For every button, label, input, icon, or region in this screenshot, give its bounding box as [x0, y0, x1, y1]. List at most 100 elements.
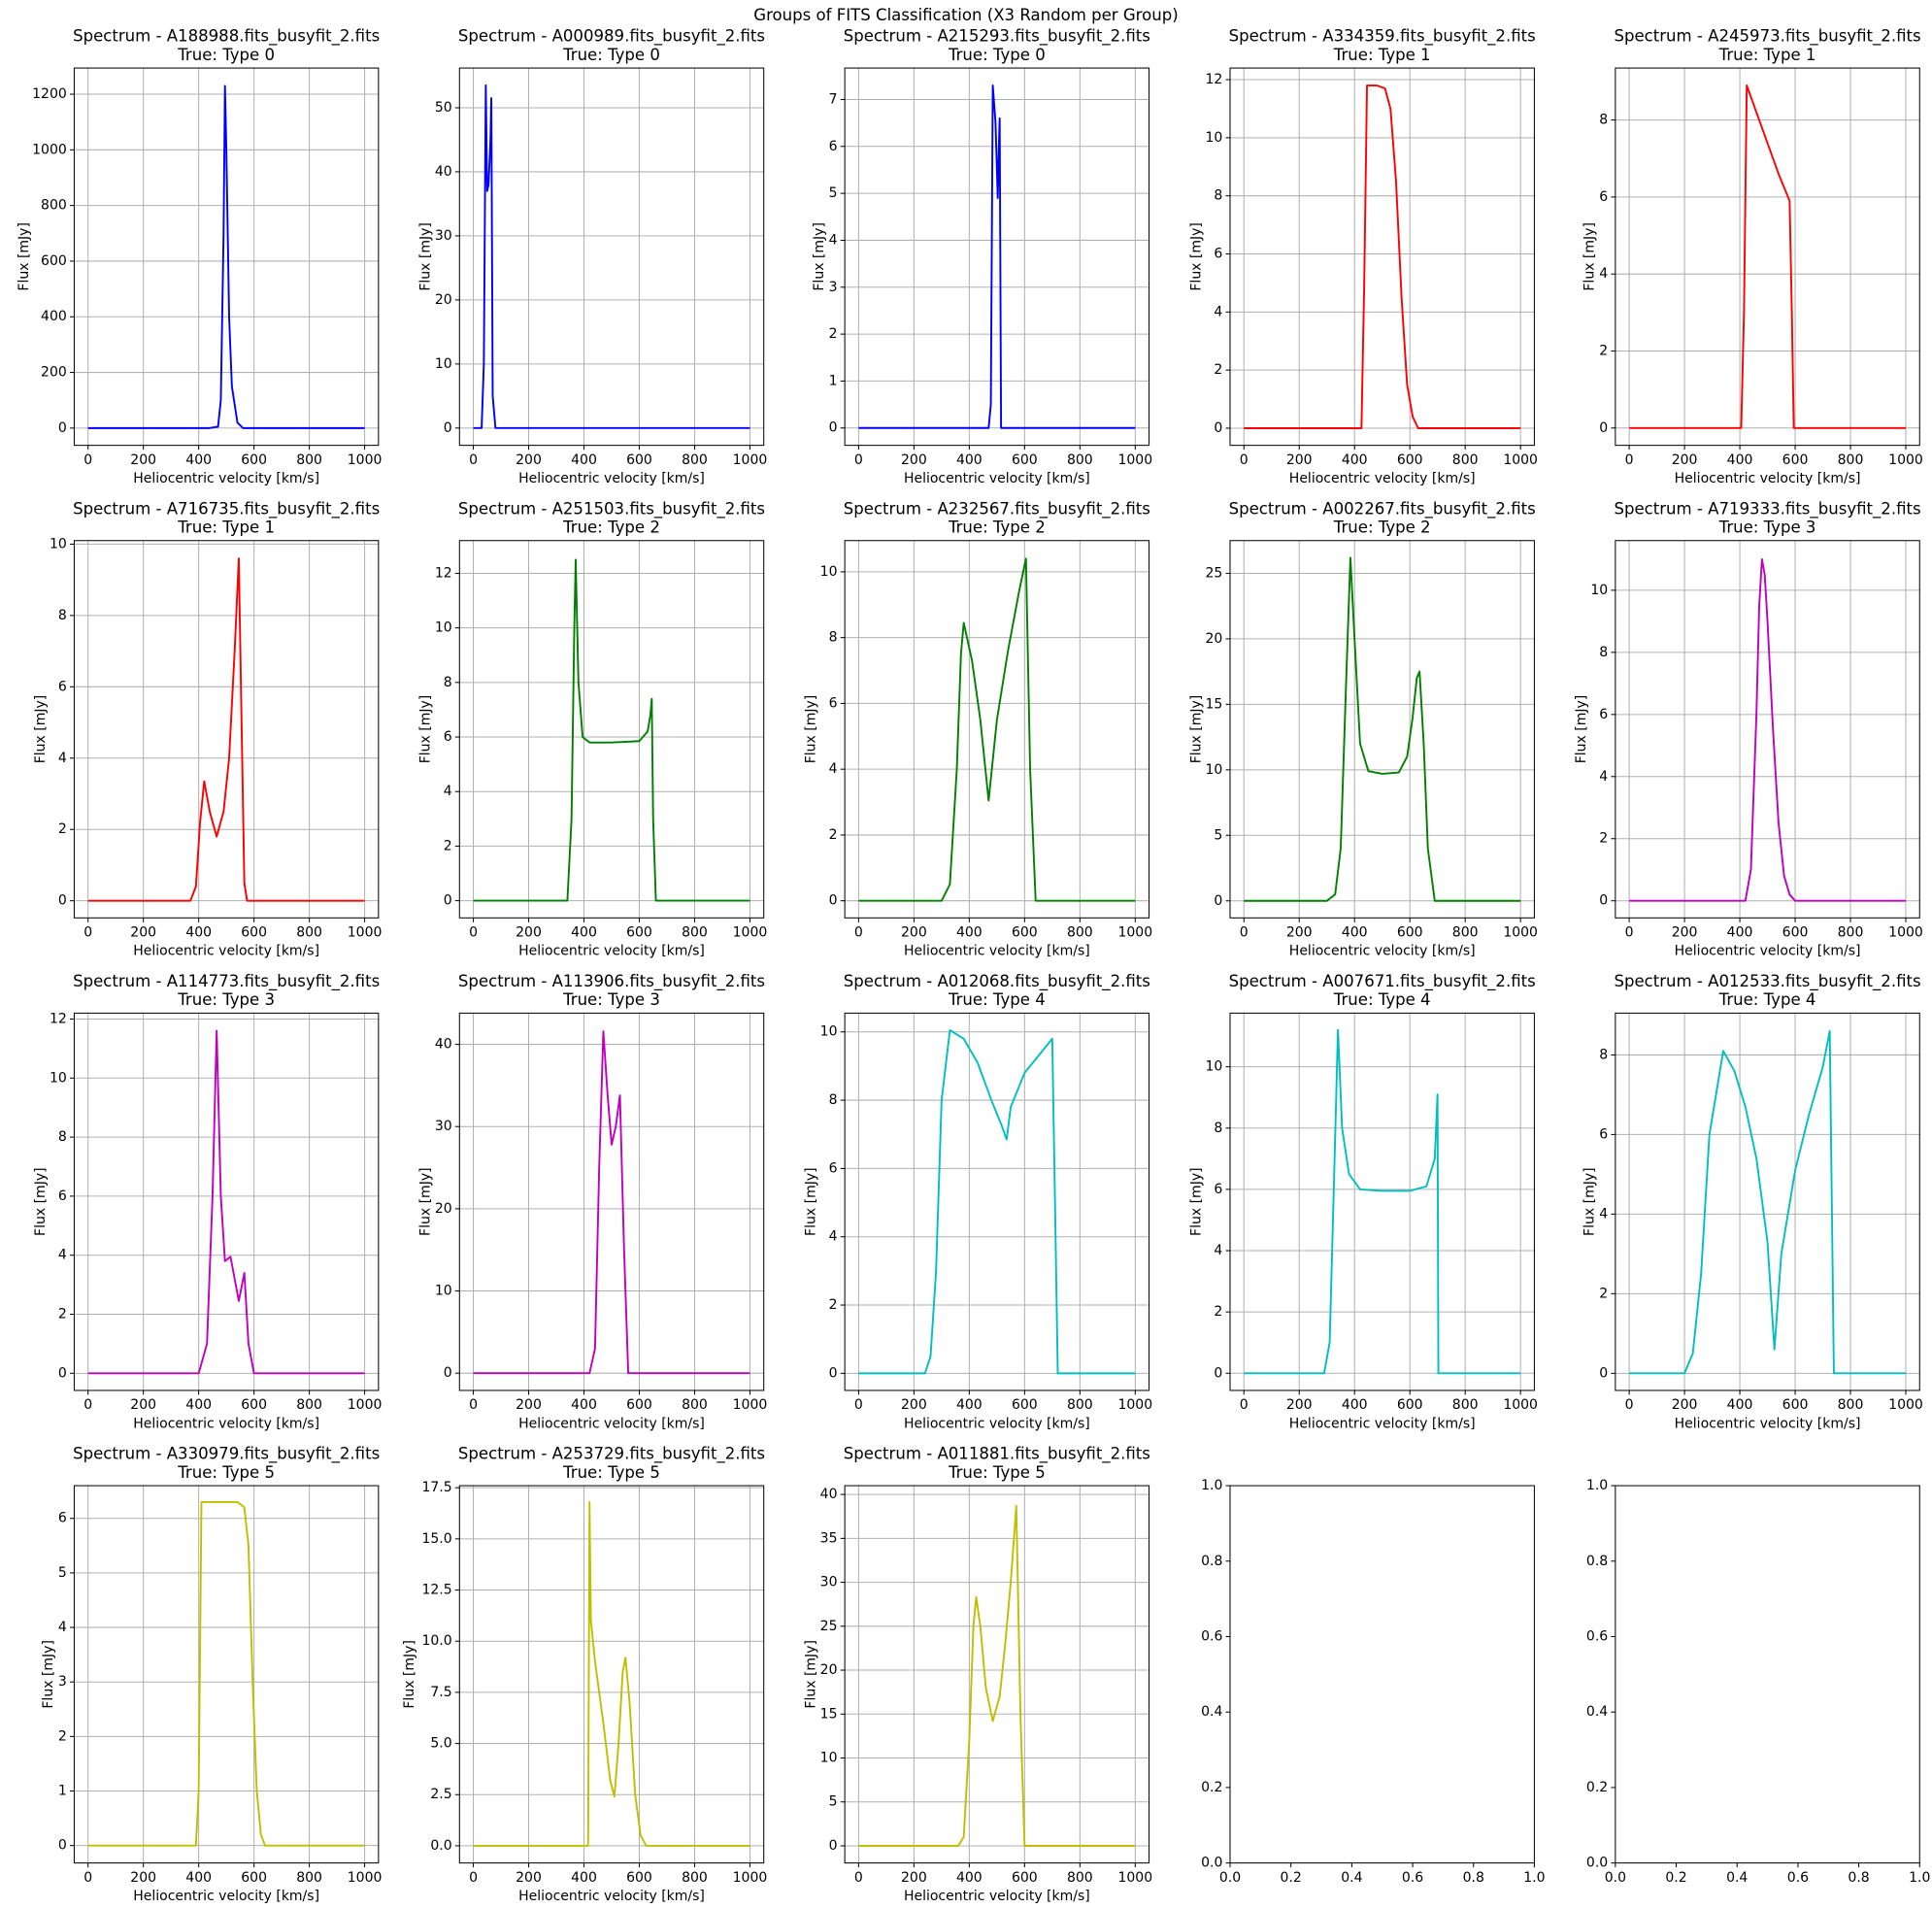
spectrum-line: [858, 1504, 1136, 1847]
x-tick-label: 800: [1838, 925, 1864, 941]
x-axis-label: Heliocentric velocity [km/s]: [1289, 944, 1476, 959]
y-tick-label: 4: [58, 751, 67, 766]
y-tick-label: 10: [1206, 130, 1223, 146]
x-tick-label: 800: [1452, 452, 1479, 468]
axes-frame: [844, 540, 1150, 919]
x-tick-label: 1000: [733, 925, 768, 941]
axes-frame: [1229, 1012, 1535, 1391]
y-tick-label: 200: [41, 365, 67, 381]
y-tick-label: 12: [1206, 72, 1223, 87]
subplot-subtitle: True: Type 5: [948, 1463, 1046, 1482]
x-tick-label: 800: [1452, 925, 1479, 941]
x-tick-label: 600: [1782, 1397, 1809, 1413]
x-tick-label: 800: [1452, 1397, 1479, 1413]
y-tick-label: 1000: [32, 142, 67, 157]
y-tick-label: 0.6: [1586, 1628, 1608, 1644]
y-tick-label: 0: [58, 420, 67, 436]
subplot-subtitle: True: Type 4: [948, 990, 1046, 1009]
x-axis-label: Heliocentric velocity [km/s]: [518, 944, 705, 959]
x-axis-label: Heliocentric velocity [km/s]: [904, 471, 1090, 486]
x-tick-label: 0: [854, 925, 863, 941]
x-tick-label: 400: [1727, 1397, 1753, 1413]
spectrum-line: [1244, 84, 1521, 429]
x-tick-label: 0: [469, 452, 478, 468]
y-tick-label: 15: [820, 1706, 838, 1722]
y-tick-label: 0: [1599, 1365, 1608, 1381]
spectrum-line: [1629, 1029, 1907, 1375]
spectrum-line: [1244, 556, 1521, 902]
y-tick-label: 4: [1599, 1206, 1608, 1222]
figure-title: Groups of FITS Classification (X3 Random…: [753, 6, 1178, 24]
axes-frame: [73, 67, 380, 447]
x-axis-label: Heliocentric velocity [km/s]: [518, 1416, 705, 1431]
x-tick-label: 0.0: [1605, 1870, 1626, 1886]
x-tick-label: 600: [1782, 452, 1809, 468]
x-tick-label: 400: [185, 452, 212, 468]
subplot-title: Spectrum - A253729.fits_busyfit_2.fits: [458, 1445, 765, 1464]
y-tick-label: 6: [1599, 707, 1608, 722]
x-tick-label: 1000: [348, 452, 383, 468]
y-tick-label: 7: [829, 91, 838, 107]
y-tick-label: 4: [829, 1229, 838, 1245]
subplot-title: Spectrum - A719333.fits_busyfit_2.fits: [1614, 499, 1920, 519]
y-tick-label: 8: [1214, 188, 1222, 204]
y-tick-label: 25: [820, 1619, 838, 1634]
x-tick-label: 0: [1240, 925, 1249, 941]
y-tick-label: 8: [444, 675, 452, 690]
x-tick-label: 1000: [1888, 452, 1923, 468]
x-tick-label: 1000: [733, 1870, 768, 1886]
spectrum-line: [858, 1029, 1136, 1375]
y-tick-label: 0: [1214, 420, 1222, 436]
y-tick-label: 3: [829, 280, 838, 295]
subplot-title: Spectrum - A188988.fits_busyfit_2.fits: [73, 27, 380, 47]
x-axis-label: Heliocentric velocity [km/s]: [133, 471, 319, 486]
y-tick-label: 6: [1599, 1126, 1608, 1142]
y-tick-label: 10: [435, 620, 452, 636]
y-tick-label: 10: [435, 356, 452, 372]
y-axis-label: Flux [mJy]: [418, 1167, 434, 1236]
x-tick-label: 800: [296, 1870, 322, 1886]
spectrum-line: [858, 84, 1136, 429]
x-tick-label: 0.4: [1341, 1870, 1362, 1886]
x-axis-label: Heliocentric velocity [km/s]: [133, 944, 319, 959]
subplot-title: Spectrum - A334359.fits_busyfit_2.fits: [1229, 27, 1536, 47]
y-axis-label: Flux [mJy]: [418, 695, 434, 764]
x-tick-label: 1000: [1117, 925, 1152, 941]
x-tick-label: 1000: [733, 1397, 768, 1413]
x-tick-label: 1000: [1503, 1397, 1538, 1413]
y-tick-label: 0.8: [1201, 1554, 1222, 1569]
x-tick-label: 800: [682, 925, 708, 941]
subplot-title: Spectrum - A002267.fits_busyfit_2.fits: [1229, 499, 1536, 519]
subplot-title: Spectrum - A113906.fits_busyfit_2.fits: [458, 972, 765, 991]
y-tick-label: 0: [829, 420, 838, 436]
y-tick-label: 400: [41, 309, 67, 324]
x-tick-label: 600: [241, 925, 267, 941]
axes-frame: [458, 1012, 765, 1391]
x-axis-label: Heliocentric velocity [km/s]: [904, 1416, 1090, 1431]
y-tick-label: 2: [58, 1728, 67, 1744]
y-tick-label: 2: [829, 326, 838, 342]
y-tick-label: 30: [820, 1575, 838, 1590]
y-tick-label: 6: [58, 1188, 67, 1204]
y-axis-label: Flux [mJy]: [17, 222, 32, 291]
x-tick-label: 1000: [1503, 925, 1538, 941]
x-tick-label: 600: [626, 925, 652, 941]
x-tick-label: 800: [682, 1397, 708, 1413]
x-tick-label: 600: [1012, 1870, 1038, 1886]
x-tick-label: 200: [1672, 925, 1698, 941]
x-tick-label: 0: [1240, 1397, 1249, 1413]
x-tick-label: 400: [185, 1870, 212, 1886]
y-tick-label: 4: [829, 761, 838, 777]
x-tick-label: 800: [296, 452, 322, 468]
subplot-title: Spectrum - A000989.fits_busyfit_2.fits: [458, 27, 765, 47]
y-tick-label: 8: [1214, 1121, 1222, 1136]
x-tick-label: 400: [185, 1397, 212, 1413]
subplot-subtitle: True: Type 1: [1718, 46, 1816, 64]
x-tick-label: 800: [1067, 925, 1093, 941]
x-tick-label: 200: [901, 925, 927, 941]
axes-frame: [1615, 1012, 1920, 1391]
x-axis-label: Heliocentric velocity [km/s]: [904, 1889, 1090, 1904]
y-tick-label: 1200: [32, 86, 67, 102]
y-tick-label: 6: [58, 679, 67, 694]
y-tick-label: 0: [829, 893, 838, 909]
